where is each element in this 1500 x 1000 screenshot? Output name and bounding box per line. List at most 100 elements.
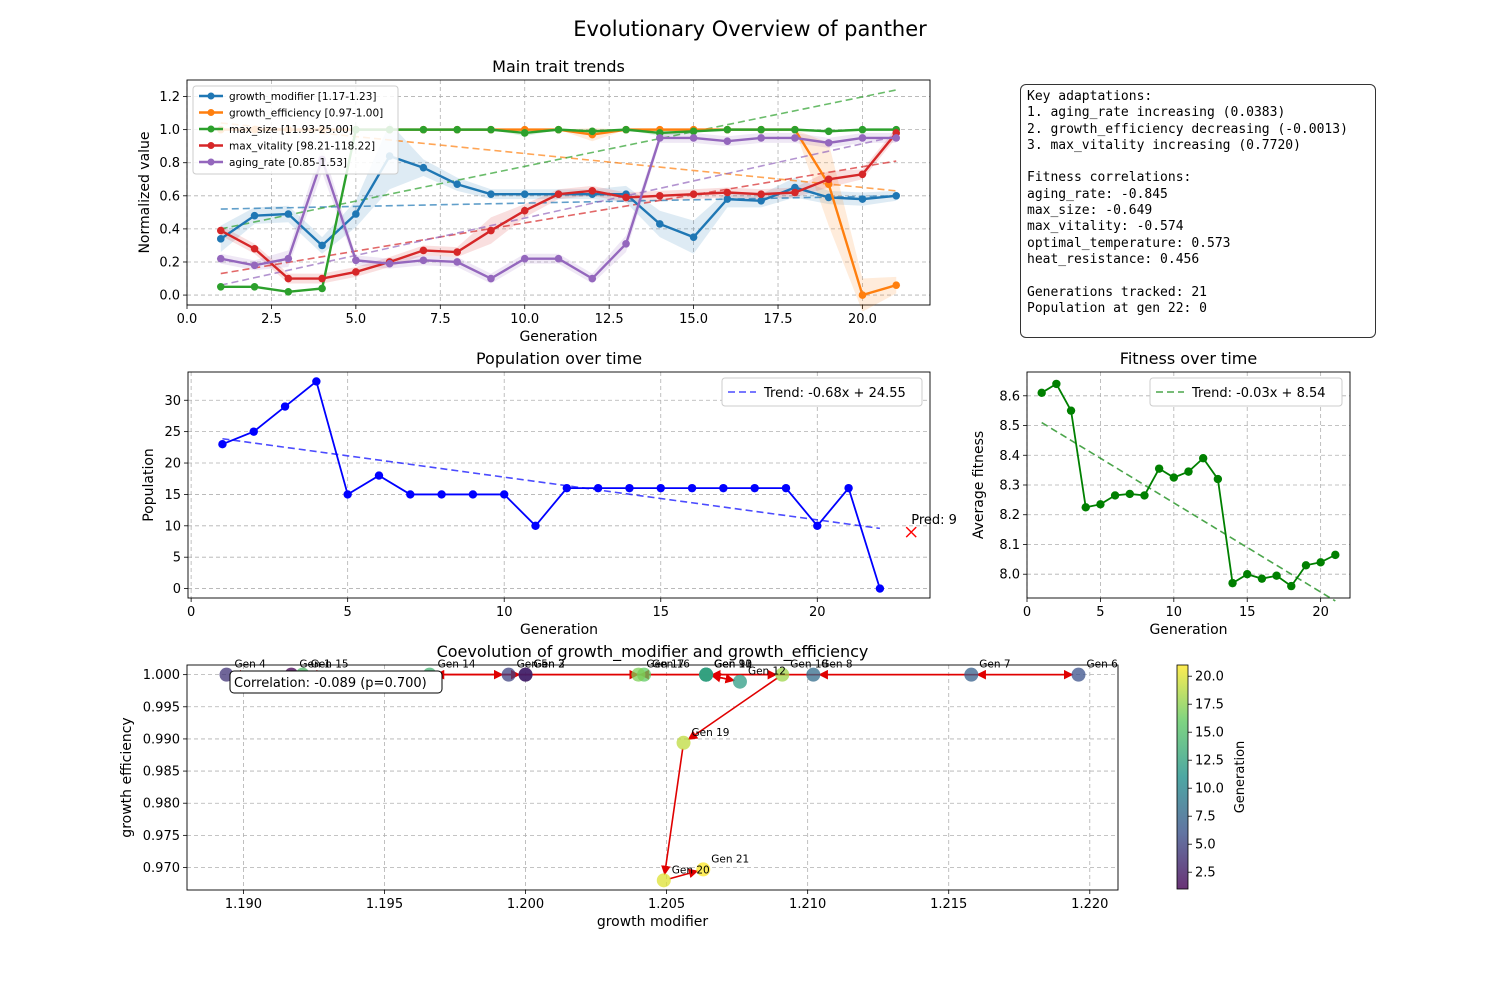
x-tick-label: 0: [1023, 605, 1031, 620]
trait-point: [216, 254, 225, 263]
trait-point: [723, 137, 732, 146]
colorbar-label: Generation: [1233, 741, 1248, 814]
population-point: [687, 483, 697, 493]
colorbar-tick-label: 7.5: [1195, 810, 1216, 825]
coevolution-point: [732, 674, 747, 689]
colorbar: [1176, 664, 1189, 890]
colorbar-tick-label: 10.0: [1195, 782, 1224, 797]
trait-point: [487, 226, 495, 235]
fitness-point: [1096, 500, 1105, 509]
x-tick-label: 1.205: [648, 897, 685, 912]
x-axis-label: Generation: [520, 622, 598, 638]
point-label: Gen 3: [534, 659, 565, 671]
summary-line: heat_resistance: 0.456: [1027, 251, 1200, 267]
trait-point: [216, 226, 225, 235]
x-axis-label: Generation: [519, 329, 597, 345]
fitness-point: [1331, 550, 1340, 560]
fitness-point: [1081, 503, 1090, 512]
x-tick-label: 20: [809, 605, 826, 620]
x-tick-label: 1.200: [507, 897, 544, 912]
population-trend-line: [222, 437, 881, 530]
population-chart: 0 5 10 15 20 0 5 10 15 20 25 30 Population over time…: [141, 349, 957, 638]
x-tick-label: 0: [187, 605, 195, 620]
fitness-point: [1052, 379, 1061, 389]
trait-point: [689, 134, 698, 142]
population-point: [719, 483, 728, 493]
y-axis-label: Average fitness: [971, 431, 987, 539]
trait-point: [689, 190, 698, 198]
population-point: [656, 483, 665, 493]
fitness-point: [1243, 570, 1252, 579]
point-label: Gen 18: [790, 659, 828, 671]
legend-label: max_vitality [98.21-118.22]: [229, 141, 375, 153]
population-point: [750, 483, 759, 493]
coevolution-point: [631, 667, 646, 682]
fitness-trend-line: [1041, 421, 1336, 602]
coevolution-point: [1071, 667, 1086, 682]
fitness-chart: 0 5 10 15 20 8.0 8.1 8.2 8.3 8.4 8.5 8.6 Fitness ove…: [971, 349, 1351, 638]
colorbar-tick-label: 12.5: [1195, 754, 1224, 769]
population-point: [249, 427, 258, 436]
legend-label: growth_efficiency [0.97-1.00]: [229, 108, 383, 120]
trait-point: [723, 188, 732, 197]
trait-point: [656, 192, 664, 200]
trait-point: [284, 254, 293, 263]
coevolution-point: [775, 667, 790, 682]
point-label: Gen 6: [1087, 659, 1119, 671]
trait-point: [385, 259, 394, 268]
legend-marker: [207, 92, 215, 100]
legend-label: max_size [11.93-25.00]: [229, 124, 353, 136]
trait-trends-chart: 0.0 2.5 5.0 7.5 10.0 12.5 15.0 17.5 20.0 0.0 0.2 0.…: [137, 57, 931, 345]
y-tick-label: 0.970: [143, 861, 180, 876]
trait-point: [757, 196, 765, 205]
point-label: Gen 2: [534, 659, 565, 671]
population-point: [406, 490, 415, 499]
trait-point: [419, 256, 428, 265]
x-tick-label: 10.0: [510, 312, 539, 327]
y-tick-label: 10: [164, 519, 181, 534]
x-tick-label: 12.5: [595, 312, 624, 327]
trait-point: [250, 244, 259, 253]
trait-point: [791, 125, 799, 134]
summary-line: max_size: -0.649: [1027, 203, 1153, 219]
fitness-point: [1184, 467, 1193, 476]
trait-point: [419, 246, 428, 255]
x-tick-label: 1.190: [225, 897, 262, 912]
y-tick-label: 8.2: [999, 508, 1020, 523]
point-label: Gen 21: [711, 853, 749, 865]
coevolution-point: [964, 667, 979, 682]
summary-line: Key adaptations:: [1027, 89, 1153, 104]
x-axis-label: growth modifier: [597, 914, 709, 930]
x-tick-label: 20.0: [848, 312, 877, 327]
colorbar-tick-label: 5.0: [1195, 838, 1216, 853]
trait-point: [250, 211, 259, 220]
coevolution-point: [806, 667, 821, 682]
correlation-label: Correlation: -0.089 (p=0.700): [234, 676, 427, 691]
x-tick-label: 20: [1312, 605, 1329, 620]
y-tick-label: 8.6: [999, 389, 1020, 404]
coevolution-point: [518, 667, 533, 682]
population-point: [875, 584, 885, 593]
trait-point: [453, 258, 461, 266]
legend-label: aging_rate [0.85-1.53]: [229, 157, 347, 169]
x-tick-label: 5: [344, 605, 352, 620]
population-point: [374, 471, 384, 480]
y-axis-label: Normalized value: [137, 131, 153, 253]
y-tick-label: 1.0: [159, 123, 180, 138]
figure-title: Evolutionary Overview of panther: [573, 17, 927, 41]
trait-point: [520, 190, 529, 198]
prediction-label: Pred: 9: [911, 513, 957, 528]
trait-point: [588, 274, 597, 283]
trait-point: [689, 233, 698, 241]
fitness-point: [1301, 561, 1311, 570]
trait-point: [757, 134, 765, 142]
population-point: [813, 521, 822, 531]
y-tick-label: 1.2: [159, 90, 180, 105]
colorbar-tick-label: 15.0: [1195, 726, 1224, 741]
fitness-point: [1169, 473, 1179, 482]
trait-point: [453, 248, 461, 256]
trait-point: [622, 125, 630, 134]
population-point: [562, 483, 572, 493]
colorbar-tick-label: 17.5: [1195, 698, 1224, 713]
